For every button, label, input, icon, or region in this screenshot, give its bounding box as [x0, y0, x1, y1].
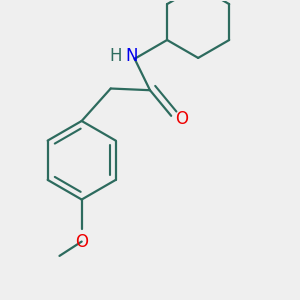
Text: O: O: [175, 110, 188, 128]
Text: N: N: [125, 47, 137, 65]
Text: H: H: [110, 47, 122, 65]
Text: O: O: [75, 233, 88, 251]
